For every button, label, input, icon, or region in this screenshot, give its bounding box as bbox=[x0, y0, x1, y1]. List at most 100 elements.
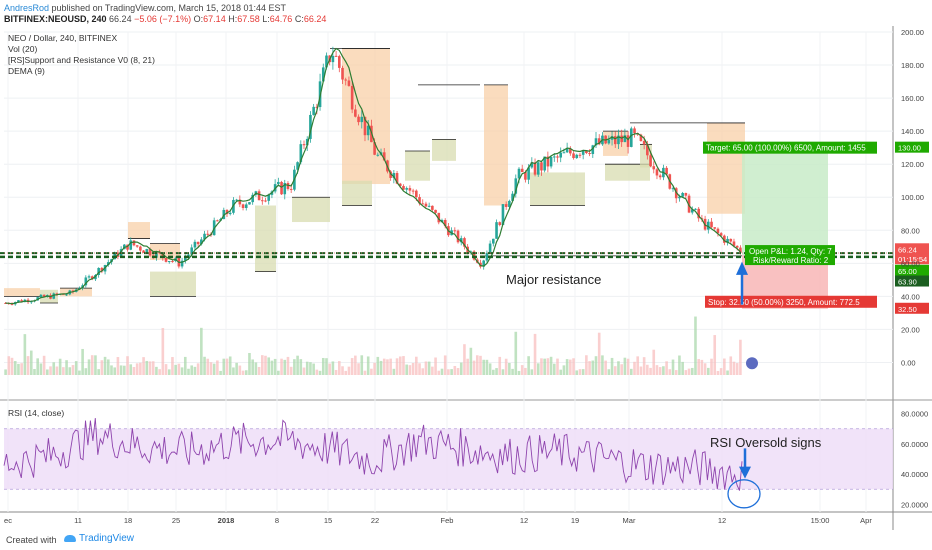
candle-body bbox=[639, 134, 643, 142]
candle-body bbox=[492, 238, 495, 244]
candle-body bbox=[411, 190, 415, 192]
volume-bar bbox=[94, 355, 97, 375]
volume-bar bbox=[437, 370, 441, 375]
volume-bar bbox=[232, 367, 235, 375]
candle-body bbox=[331, 55, 335, 63]
candle-body bbox=[716, 228, 720, 234]
candle-body bbox=[421, 203, 425, 205]
candle bbox=[710, 218, 713, 228]
support-zone bbox=[342, 180, 372, 206]
candle-body bbox=[459, 238, 463, 243]
volume-bar bbox=[575, 370, 579, 375]
volume-bar bbox=[684, 370, 688, 375]
candle bbox=[344, 77, 348, 86]
volume-bar bbox=[687, 368, 691, 375]
volume-bar bbox=[331, 361, 335, 375]
volume-bar bbox=[626, 358, 630, 375]
candle bbox=[402, 184, 405, 191]
support-zone bbox=[292, 197, 330, 223]
candle-body bbox=[434, 209, 437, 213]
candle-body bbox=[649, 155, 652, 167]
volume-bar bbox=[62, 367, 65, 375]
candle-body bbox=[585, 150, 588, 154]
volume-bar bbox=[84, 368, 88, 375]
candle bbox=[719, 232, 723, 237]
candle bbox=[357, 114, 360, 126]
volume-bar bbox=[350, 358, 354, 375]
rsi-tick-label: 80.0000 bbox=[901, 410, 928, 419]
time-tick-label: 12 bbox=[718, 516, 726, 525]
volume-bar bbox=[427, 361, 431, 375]
candle-body bbox=[427, 205, 431, 207]
candle-body bbox=[200, 239, 203, 245]
candle-body bbox=[286, 183, 290, 189]
candle bbox=[735, 245, 739, 251]
candle-body bbox=[244, 204, 248, 208]
badge-entry-bg bbox=[895, 264, 929, 276]
candle bbox=[569, 146, 572, 156]
candle-body bbox=[206, 233, 210, 235]
badge-entry: 65.00 bbox=[898, 267, 917, 276]
volume-bar bbox=[347, 366, 351, 375]
badge-level: 63.90 bbox=[898, 278, 917, 287]
volume-bar bbox=[511, 368, 514, 375]
volume-bar bbox=[363, 370, 367, 375]
volume-bar bbox=[26, 356, 30, 375]
chart-canvas[interactable]: Target: 65.00 (100.00%) 6500, Amount: 14… bbox=[0, 26, 932, 530]
volume-bar bbox=[418, 363, 421, 375]
volume-bar bbox=[151, 361, 155, 375]
candle-body bbox=[613, 136, 617, 145]
volume-bar bbox=[488, 363, 492, 375]
ohlc-close: 66.24 bbox=[303, 14, 327, 24]
volume-bar bbox=[78, 370, 81, 375]
candle bbox=[514, 174, 518, 198]
candle-body bbox=[264, 200, 267, 202]
candle-body bbox=[729, 238, 733, 242]
oversold-circle bbox=[727, 479, 761, 509]
volume-bar bbox=[540, 358, 543, 375]
candle bbox=[267, 193, 271, 205]
volume-bar bbox=[633, 361, 636, 375]
volume-bar bbox=[129, 364, 133, 375]
badge-level-bg bbox=[895, 275, 929, 287]
volume-bar bbox=[674, 370, 678, 375]
candle bbox=[363, 116, 367, 142]
candle-body bbox=[533, 162, 537, 175]
candle-body bbox=[52, 293, 56, 299]
volume-bar bbox=[386, 359, 389, 375]
candle bbox=[248, 201, 251, 205]
candle-body bbox=[520, 168, 524, 173]
legend-dema: DEMA (9) bbox=[8, 66, 45, 76]
candle bbox=[132, 240, 136, 247]
down-arrow-head-icon bbox=[739, 466, 751, 479]
candle-body bbox=[299, 144, 303, 163]
volume-bar bbox=[254, 362, 258, 375]
volume-bar bbox=[366, 356, 370, 375]
candle bbox=[482, 259, 486, 270]
target-label-bg bbox=[703, 141, 877, 154]
volume-bar bbox=[578, 369, 582, 375]
candle-body bbox=[10, 303, 14, 305]
candle-body bbox=[652, 166, 656, 170]
candle bbox=[610, 131, 614, 146]
candle-body bbox=[549, 156, 553, 167]
candle-body bbox=[203, 233, 206, 240]
position-tool[interactable]: Target: 65.00 (100.00%) 6500, Amount: 14… bbox=[0, 141, 929, 370]
ohlc-close-label: C: bbox=[294, 14, 304, 24]
volume-bar bbox=[309, 362, 312, 375]
volume-bar bbox=[328, 363, 331, 375]
tradingview-logo[interactable]: TradingView bbox=[64, 533, 134, 544]
volume-bar bbox=[74, 361, 78, 375]
volume-bar bbox=[257, 366, 261, 375]
ohlc-open-label: O: bbox=[193, 14, 204, 24]
candle bbox=[713, 227, 717, 231]
volume-bar bbox=[623, 357, 627, 375]
candle bbox=[629, 126, 633, 148]
volume-bars bbox=[4, 316, 742, 375]
volume-bar bbox=[273, 358, 277, 375]
time-tick-label: ec bbox=[4, 516, 12, 525]
resistance-zone bbox=[707, 122, 745, 214]
price-candles[interactable] bbox=[4, 46, 742, 306]
author-link[interactable]: AndresRod bbox=[4, 3, 50, 13]
volume-bar bbox=[466, 358, 469, 375]
